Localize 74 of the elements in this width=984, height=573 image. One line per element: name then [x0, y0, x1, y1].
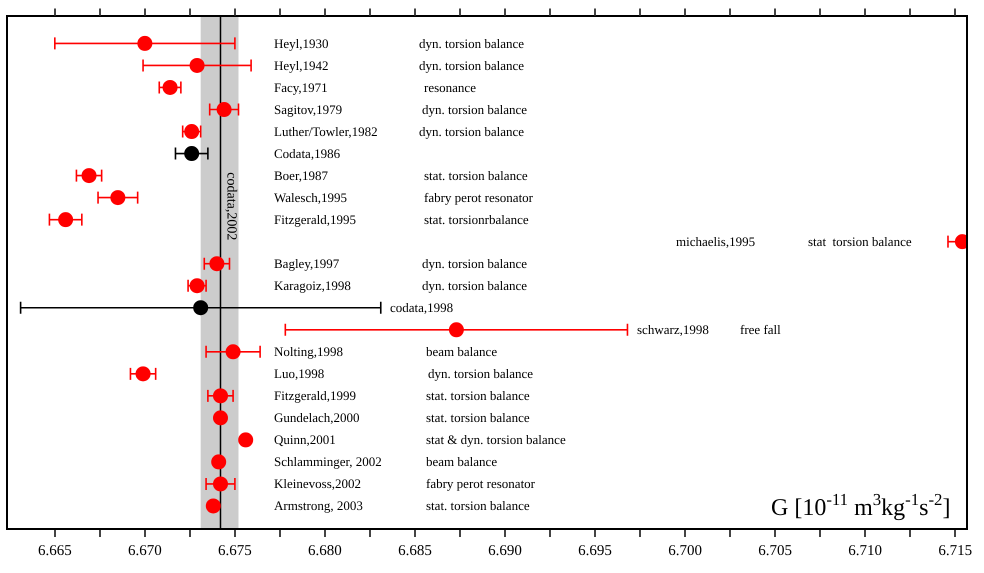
x-tick-label: 6.680: [308, 542, 342, 559]
point: [82, 168, 97, 184]
annotation: stat & dyn. torsion balance: [426, 432, 566, 447]
annotation: fabry perot resonator: [426, 476, 536, 491]
y-tick-label: Gundelach,2000: [274, 410, 360, 425]
annotation: resonance: [424, 80, 476, 95]
y-tick-label: Armstrong, 2003: [274, 498, 363, 513]
annotation: dyn. torsion balance: [422, 256, 528, 271]
y-tick-label: Heyl,1930: [274, 36, 329, 51]
y-tick-label: codata,1998: [390, 300, 454, 315]
annotation: stat. torsionrbalance: [424, 212, 529, 227]
annotation: beam balance: [426, 344, 498, 359]
point: [137, 36, 152, 51]
point: [184, 146, 200, 162]
y-tick-label: Schlamminger, 2002: [274, 454, 382, 469]
point: [212, 388, 228, 404]
x-tick-label: 6.695: [578, 542, 612, 559]
x-tick-label: 6.670: [128, 542, 162, 559]
y-tick-label: Bagley,1997: [274, 256, 340, 271]
annotation: dyn. torsion balance: [422, 102, 528, 117]
x-tick-label: 6.705: [758, 542, 792, 559]
y-tick-label: Facy,1971: [274, 80, 328, 95]
x-tick-label: 6.690: [488, 542, 522, 559]
ref-line-label: codata,2002: [223, 172, 238, 240]
y-tick-label: Codata,1986: [274, 146, 341, 161]
point: [238, 432, 254, 448]
point: [448, 322, 464, 338]
point: [211, 454, 226, 470]
annotation: beam balance: [426, 454, 498, 469]
x-tick-label: 6.685: [398, 542, 432, 559]
annotation: stat torsion balance: [808, 234, 912, 249]
point: [212, 476, 228, 492]
annotation: stat. torsion balance: [426, 410, 530, 425]
annotation: dyn. torsion balance: [428, 366, 534, 381]
point: [212, 410, 228, 426]
annotation: dyn. torsion balance: [422, 278, 528, 293]
point: [58, 212, 74, 228]
y-tick-label: Fitzgerald,1995: [274, 212, 356, 227]
point: [190, 58, 205, 73]
annotation: dyn. torsion balance: [419, 36, 524, 51]
y-tick-label: Luther/Towler,1982: [274, 124, 378, 139]
annotation: stat. torsion balance: [426, 388, 530, 403]
text: G [10$^{-11}$ m$^{3}$kg$^{-1}$s$^{-2}$]: [771, 490, 950, 522]
y-tick-label: Quinn,2001: [274, 432, 336, 447]
point: [226, 344, 241, 360]
y-tick-label: schwarz,1998: [637, 322, 709, 337]
point: [193, 300, 208, 316]
annotation: stat. torsion balance: [426, 498, 530, 513]
y-tick-label: Boer,1987: [274, 168, 328, 183]
point: [136, 366, 151, 382]
annotation: fabry perot resonator: [424, 190, 534, 205]
annotation: stat. torsion balance: [424, 168, 528, 183]
point: [110, 190, 126, 206]
y-tick-label: Heyl,1942: [274, 58, 329, 73]
point: [162, 80, 178, 95]
x-tick-label: 6.675: [218, 542, 252, 559]
x-tick-label: 6.700: [668, 542, 702, 559]
y-tick-label: Fitzgerald,1999: [274, 388, 356, 403]
annotation: dyn. torsion balance: [419, 58, 524, 73]
x-tick-label: 6.715: [938, 542, 972, 559]
point: [216, 102, 232, 118]
y-tick-label: Kleinevoss,2002: [274, 476, 362, 491]
y-tick-label: Nolting,1998: [274, 344, 343, 359]
annotation: free fall: [740, 322, 782, 337]
annotation: dyn. torsion balance: [419, 124, 524, 139]
y-tick-label: Karagoiz,1998: [274, 278, 351, 293]
y-tick-label: michaelis,1995: [676, 234, 756, 249]
x-tick-label: 6.665: [38, 542, 72, 559]
point: [209, 256, 224, 272]
y-tick-label: Sagitov,1979: [274, 102, 342, 117]
point: [206, 498, 221, 514]
y-tick-label: Luo,1998: [274, 366, 324, 381]
y-tick-label: Walesch,1995: [274, 190, 347, 205]
x-tick-label: 6.710: [848, 542, 882, 559]
